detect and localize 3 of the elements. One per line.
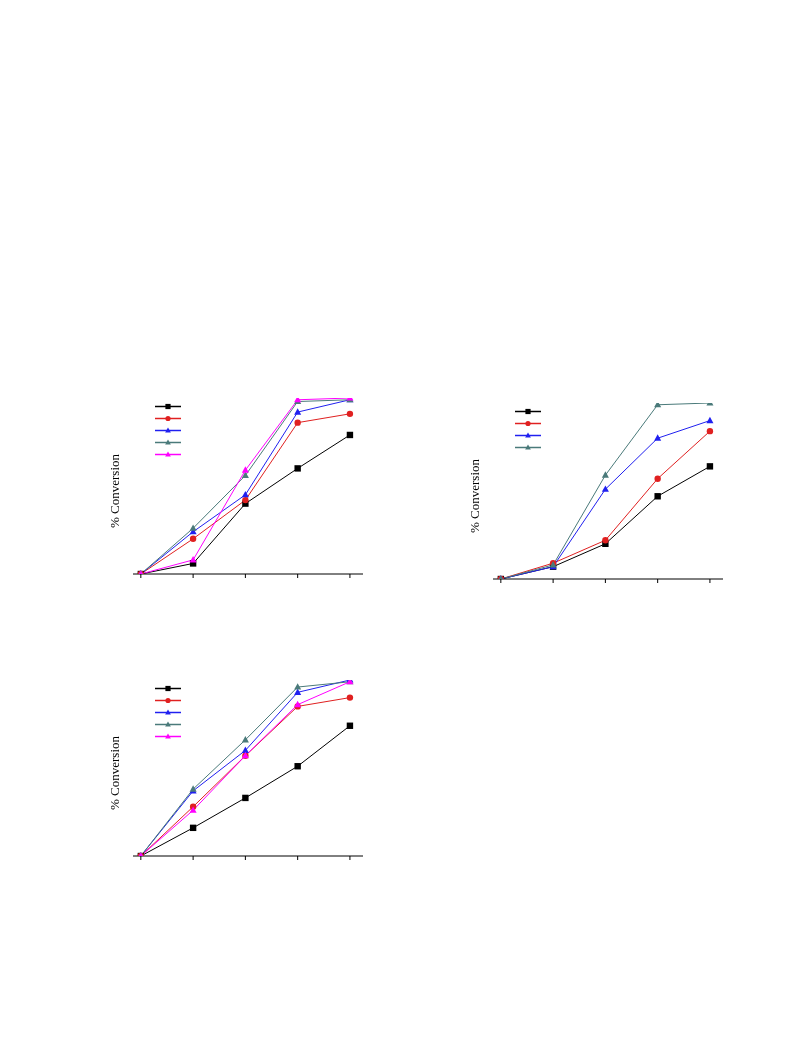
y-axis-title: % Conversion bbox=[107, 453, 123, 528]
y-axis-title: % Conversion bbox=[107, 735, 123, 810]
y-axis-title: % Conversion bbox=[467, 458, 483, 533]
